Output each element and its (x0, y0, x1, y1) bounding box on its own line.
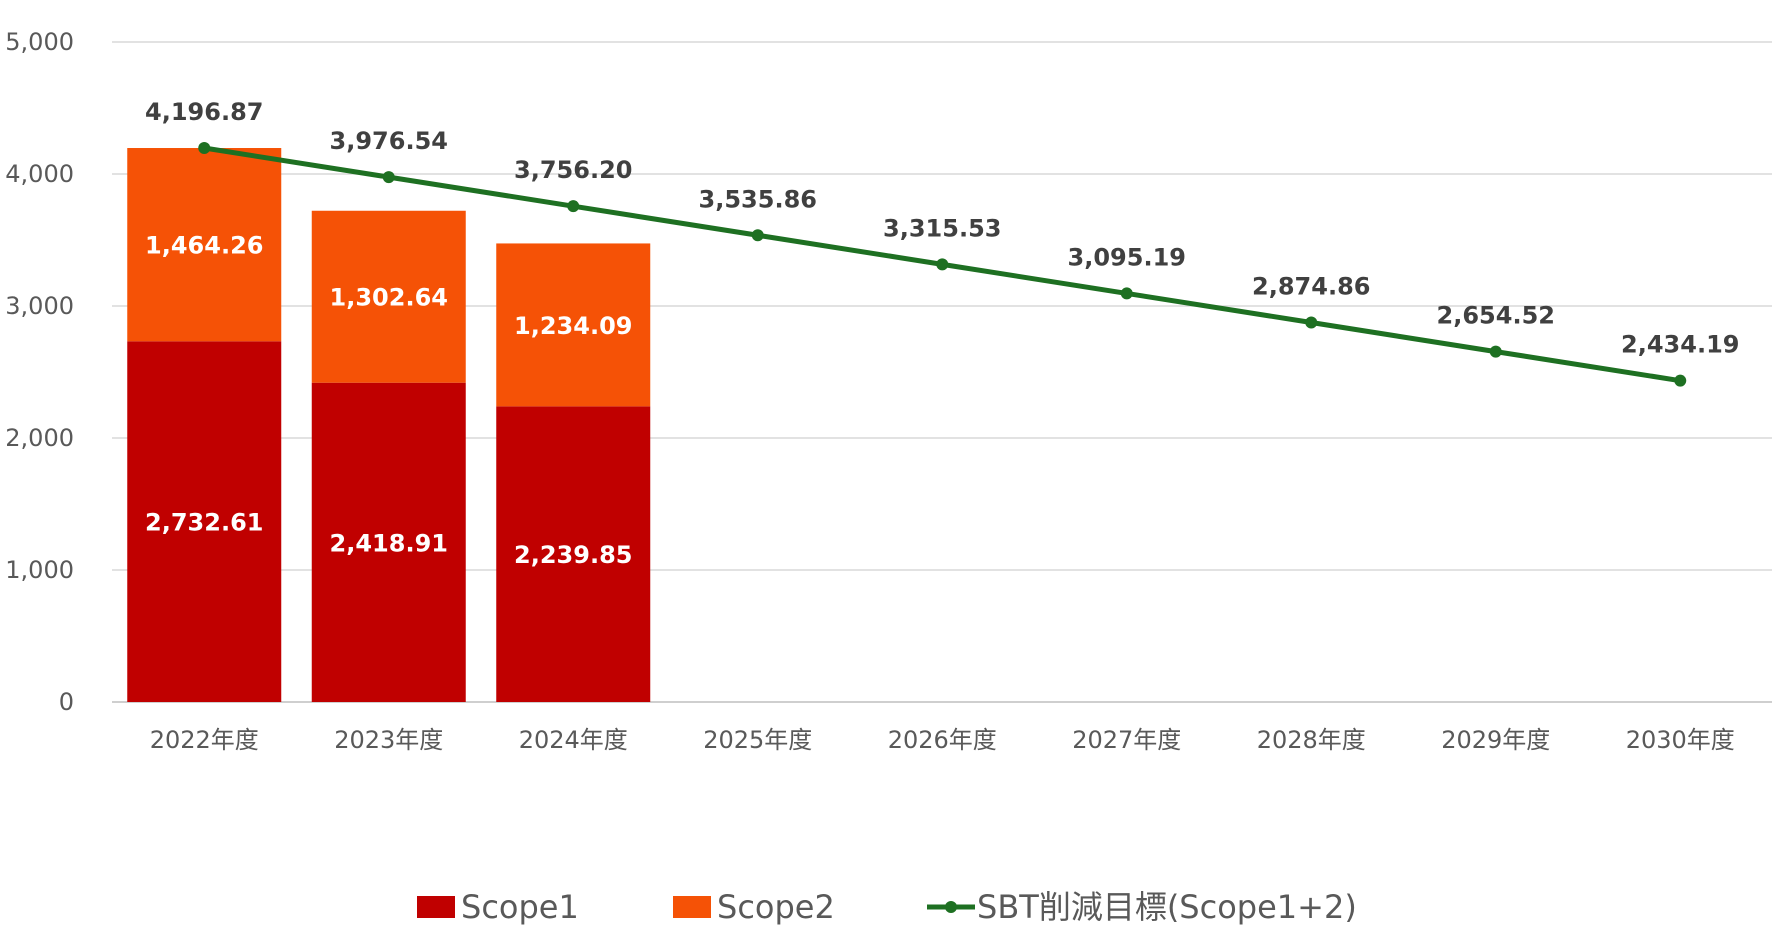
legend-swatch (673, 896, 711, 918)
bar-data-label: 1,234.09 (514, 312, 632, 340)
line-point (1120, 287, 1133, 300)
line-data-label: 2,434.19 (1621, 331, 1739, 359)
line-data-label: 3,095.19 (1068, 243, 1186, 271)
line-data-label: 3,535.86 (699, 185, 817, 213)
line-point (751, 229, 764, 242)
line-data-label: 3,756.20 (514, 156, 632, 184)
x-tick-label: 2023年度 (334, 726, 443, 754)
bar-scope2 (311, 210, 466, 383)
y-tick-label: 0 (59, 688, 74, 716)
y-tick-label: 1,000 (5, 556, 74, 584)
bar-data-label: 2,418.91 (330, 529, 448, 557)
x-tick-label: 2029年度 (1441, 726, 1550, 754)
y-tick-label: 5,000 (5, 28, 74, 56)
line-data-label: 2,874.86 (1252, 273, 1370, 301)
bar-series: 2,732.61 1,464.26 2,418.91 1,302.64 2,239.85… (127, 148, 651, 702)
legend-label: Scope2 (717, 888, 835, 926)
legend-label: Scope1 (461, 888, 579, 926)
x-tick-label: 2024年度 (519, 726, 628, 754)
x-tick-label: 2025年度 (703, 726, 812, 754)
bar-data-label: 2,732.61 (145, 509, 263, 537)
legend-marker (945, 901, 957, 913)
line-point (936, 258, 949, 271)
bar-data-label: 1,302.64 (330, 284, 448, 312)
line-point (198, 142, 211, 155)
line-point (382, 171, 395, 184)
x-tick-label: 2026年度 (888, 726, 997, 754)
y-tick-label: 2,000 (5, 424, 74, 452)
bar-data-label: 2,239.85 (514, 541, 632, 569)
line-point (1674, 374, 1687, 387)
legend: Scope1 Scope2 SBT削減目標(Scope1+2) (417, 888, 1357, 926)
bar-scope2 (127, 148, 282, 342)
x-tick-label: 2030年度 (1626, 726, 1735, 754)
line-data-label: 2,654.52 (1437, 302, 1555, 330)
x-tick-label: 2027年度 (1072, 726, 1181, 754)
bar-scope1 (496, 406, 651, 702)
legend-swatch (417, 896, 455, 918)
legend-label: SBT削減目標(Scope1+2) (977, 888, 1357, 926)
line-data-label: 4,196.87 (145, 98, 263, 126)
line-point (1305, 316, 1318, 329)
bar-data-label: 1,464.26 (145, 232, 263, 260)
line-data-label: 3,315.53 (883, 214, 1001, 242)
x-tick-label: 2028年度 (1257, 726, 1366, 754)
x-tick-label: 2022年度 (150, 726, 259, 754)
y-axis: 0 1,000 2,000 3,000 4,000 5,000 (5, 28, 74, 716)
x-axis: 2022年度 2023年度 2024年度 2025年度 2026年度 2027年度 2028… (150, 726, 1735, 754)
y-tick-label: 3,000 (5, 292, 74, 320)
bar-scope2 (496, 243, 651, 407)
line-point (567, 200, 580, 213)
line-series: 4,196.87 3,976.54 3,756.20 3,535.86 3,315.53… (145, 98, 1739, 387)
bar-scope1 (127, 341, 282, 702)
line-point (1489, 345, 1502, 358)
line-data-label: 3,976.54 (330, 127, 448, 155)
bar-scope1 (311, 382, 466, 702)
y-tick-label: 4,000 (5, 160, 74, 188)
